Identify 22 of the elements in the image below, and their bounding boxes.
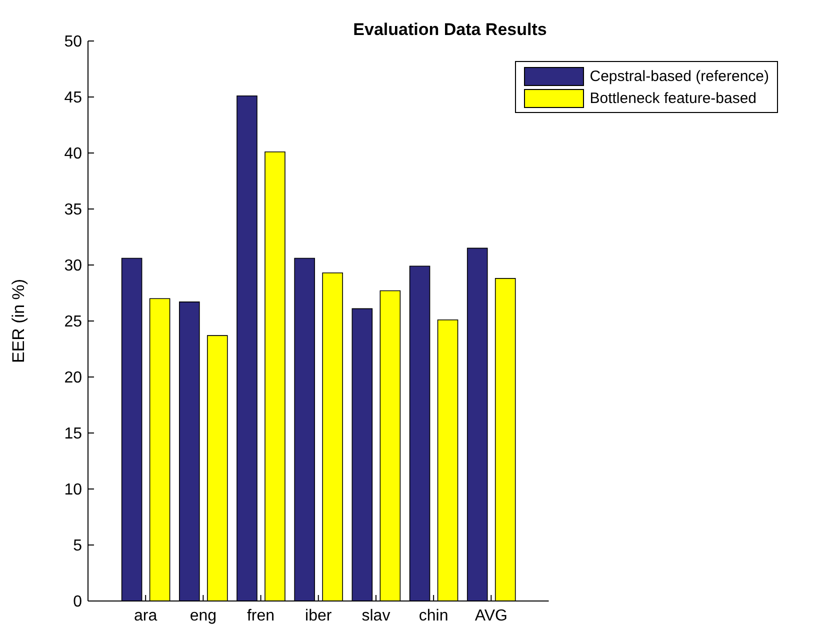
y-axis-title: EER (in %) — [9, 278, 28, 364]
legend-label: Cepstral-based (reference) — [590, 68, 769, 84]
y-tick-label: 25 — [64, 314, 82, 331]
y-tick-label: 15 — [64, 426, 82, 443]
x-tick-label: fren — [246, 607, 275, 624]
y-tick-label: 30 — [64, 258, 82, 275]
y-tick-label: 40 — [64, 146, 82, 163]
x-tick-label: AVG — [474, 607, 508, 624]
y-tick-label: 10 — [64, 482, 82, 499]
y-tick-label: 45 — [64, 90, 82, 107]
x-tick-label: chin — [418, 607, 448, 624]
y-tick-label: 5 — [73, 538, 82, 555]
y-tick-label: 0 — [73, 594, 82, 611]
x-tick-label: iber — [305, 607, 332, 624]
chart-title: Evaluation Data Results — [352, 20, 548, 40]
x-tick-label: eng — [190, 607, 217, 624]
x-tick-label: ara — [134, 607, 158, 624]
legend-label: Bottleneck feature-based — [590, 90, 757, 106]
y-tick-label: 20 — [64, 370, 82, 387]
y-tick-label: 50 — [64, 34, 82, 51]
y-tick-label: 35 — [64, 202, 82, 219]
x-tick-label: slav — [362, 607, 390, 624]
